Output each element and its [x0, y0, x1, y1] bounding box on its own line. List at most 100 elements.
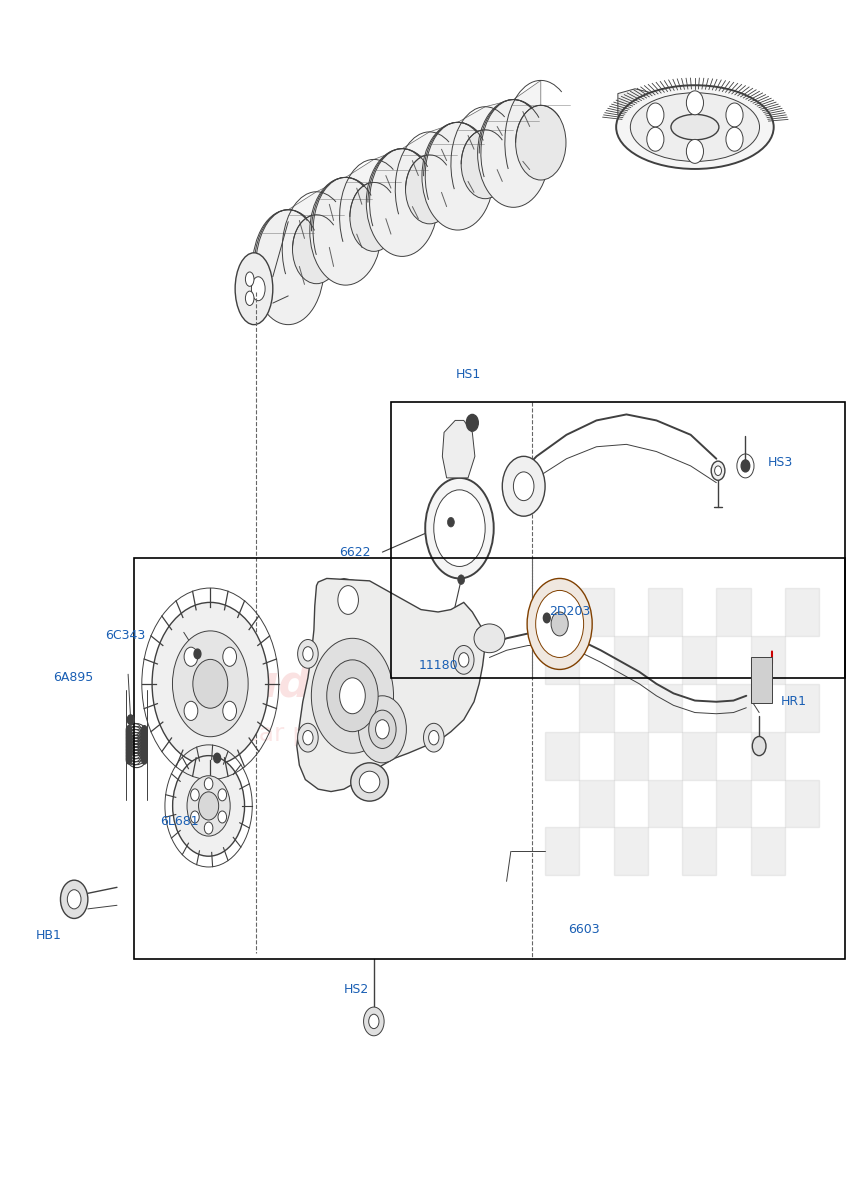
Circle shape [302, 647, 313, 661]
Circle shape [752, 737, 766, 756]
Bar [785, 684, 819, 732]
Circle shape [126, 736, 131, 743]
Text: HS2: HS2 [344, 983, 369, 996]
Text: 6603: 6603 [568, 923, 600, 936]
Circle shape [142, 745, 147, 752]
Circle shape [126, 738, 131, 745]
Circle shape [142, 726, 147, 733]
Circle shape [142, 739, 147, 746]
Ellipse shape [616, 85, 774, 169]
Circle shape [297, 724, 318, 752]
Circle shape [142, 727, 147, 734]
Circle shape [194, 649, 201, 659]
Ellipse shape [366, 149, 438, 257]
Circle shape [647, 103, 664, 127]
Circle shape [191, 811, 199, 823]
Circle shape [142, 732, 147, 739]
Bar [545, 828, 579, 875]
Bar [682, 732, 716, 780]
Circle shape [126, 727, 131, 734]
Circle shape [142, 751, 147, 758]
Circle shape [126, 728, 131, 736]
Circle shape [686, 139, 704, 163]
Circle shape [218, 788, 227, 800]
Bar [751, 658, 772, 703]
Text: HS1: HS1 [455, 368, 481, 382]
Ellipse shape [478, 100, 549, 208]
Bar [751, 636, 785, 684]
Circle shape [369, 710, 396, 749]
Bar [613, 828, 648, 875]
Circle shape [142, 748, 147, 755]
Ellipse shape [310, 178, 381, 286]
Bar [751, 732, 785, 780]
Polygon shape [297, 578, 485, 792]
Circle shape [338, 586, 358, 614]
Circle shape [726, 127, 743, 151]
Circle shape [60, 880, 88, 918]
Circle shape [711, 461, 725, 480]
Bar [648, 684, 682, 732]
Ellipse shape [536, 590, 583, 658]
Ellipse shape [198, 792, 219, 820]
Circle shape [126, 752, 131, 760]
Circle shape [297, 640, 318, 668]
Text: HS3: HS3 [768, 456, 793, 469]
Circle shape [126, 732, 131, 739]
Circle shape [126, 754, 131, 761]
Bar [648, 588, 682, 636]
Text: HR1: HR1 [781, 695, 807, 708]
Circle shape [126, 740, 131, 748]
Text: 6L681: 6L681 [160, 815, 198, 828]
Bar [785, 588, 819, 636]
Circle shape [126, 734, 131, 742]
Circle shape [142, 734, 147, 742]
Polygon shape [618, 89, 669, 130]
Ellipse shape [527, 578, 592, 670]
Circle shape [363, 1007, 384, 1036]
Ellipse shape [461, 130, 509, 199]
Bar [751, 828, 785, 875]
Text: 11180: 11180 [418, 659, 458, 672]
Circle shape [142, 733, 147, 740]
Circle shape [142, 728, 147, 736]
Bar [579, 684, 613, 732]
Circle shape [326, 660, 378, 732]
Polygon shape [289, 80, 541, 296]
Bar [682, 636, 716, 684]
Circle shape [67, 889, 81, 908]
Ellipse shape [152, 602, 269, 766]
Ellipse shape [405, 155, 454, 224]
Circle shape [126, 726, 131, 733]
Circle shape [191, 788, 199, 800]
Circle shape [423, 724, 444, 752]
Circle shape [204, 778, 213, 790]
Bar [545, 636, 579, 684]
Circle shape [686, 91, 704, 115]
Text: scuderia: scuderia [194, 662, 408, 706]
Circle shape [184, 701, 198, 720]
Bar [391, 402, 844, 678]
Ellipse shape [235, 253, 273, 325]
Ellipse shape [246, 292, 254, 306]
Ellipse shape [350, 763, 388, 802]
Bar [613, 732, 648, 780]
Circle shape [126, 730, 131, 737]
Circle shape [126, 742, 131, 749]
Ellipse shape [192, 659, 228, 708]
Circle shape [126, 733, 131, 740]
Text: 2D203: 2D203 [550, 606, 591, 618]
Circle shape [214, 754, 221, 763]
Circle shape [222, 647, 236, 666]
Ellipse shape [514, 472, 534, 500]
Polygon shape [442, 420, 475, 478]
Ellipse shape [474, 624, 505, 653]
Circle shape [222, 701, 236, 720]
Ellipse shape [503, 456, 545, 516]
Ellipse shape [425, 478, 494, 578]
Circle shape [126, 750, 131, 757]
Circle shape [126, 748, 131, 755]
Circle shape [458, 575, 465, 584]
Ellipse shape [253, 210, 324, 325]
Circle shape [126, 746, 131, 754]
